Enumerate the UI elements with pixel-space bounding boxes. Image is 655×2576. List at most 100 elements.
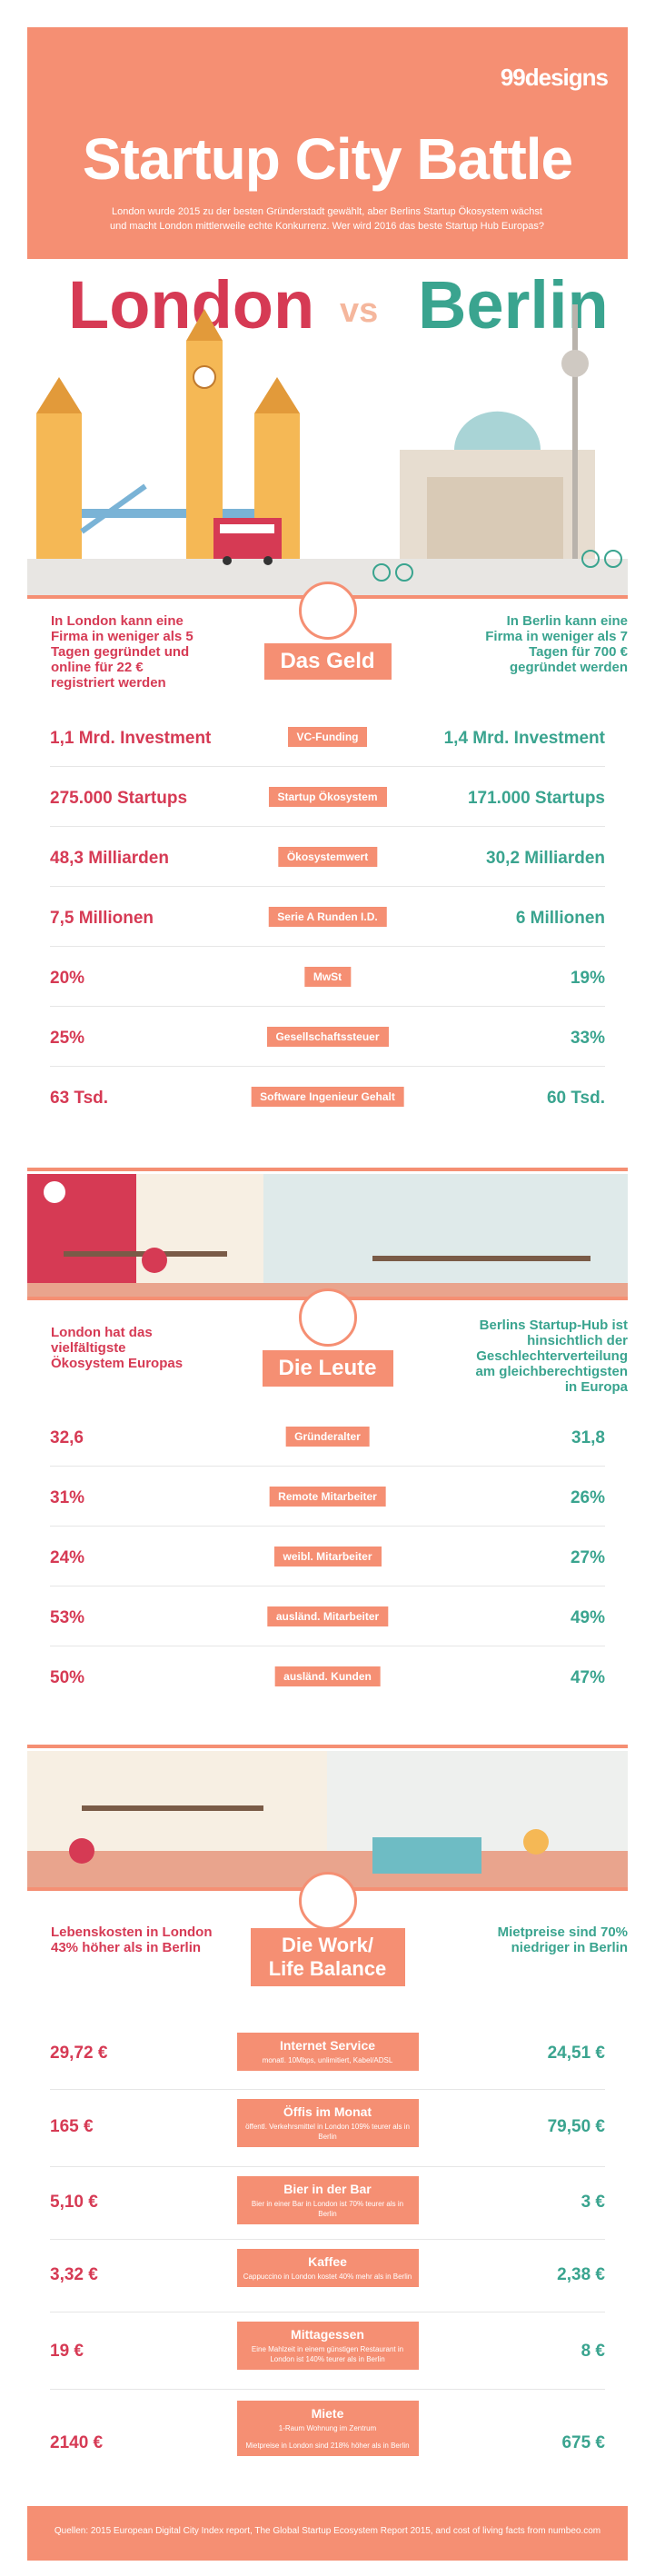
london-heading: London [68, 267, 315, 343]
london-value: 25% [50, 1029, 85, 1048]
intro-text: London wurde 2015 zu der besten Gründers… [110, 206, 544, 232]
row-label: Gesellschaftssteuer [266, 1027, 389, 1047]
table-row: 1,1 Mrd. Investment VC-Funding 1,4 Mrd. … [50, 707, 605, 767]
berlin-value: 171.000 Startups [467, 789, 605, 808]
table-row: 275.000 Startups Startup Ökosystem 171.0… [50, 767, 605, 827]
row-label: Öffis im Monat [283, 2104, 372, 2119]
page-title: Startup City Battle [82, 126, 573, 192]
work-right-lead: Mietpreise sind 70% niedriger in Berlin [497, 1925, 628, 1955]
london-value: 20% [50, 969, 85, 988]
row-sublabel: Eine Mahlzeit in einem günstigen Restaur… [251, 2345, 404, 2363]
berlin-value: 19% [570, 969, 605, 988]
table-row: 53% ausländ. Mitarbeiter 49% [50, 1586, 605, 1646]
table-row: 19 € Mittagessen Eine Mahlzeit in einem g… [50, 2312, 605, 2390]
people-icon [298, 1288, 357, 1347]
row-label: ausländ. Kunden [274, 1666, 381, 1686]
bike-icon [372, 563, 391, 582]
work-title-line-2: Life Balance [268, 1957, 387, 1980]
table-row: 31% Remote Mitarbeiter 26% [50, 1467, 605, 1527]
bus-icon [213, 518, 282, 565]
footer-sources: Quellen: 2015 European Digital City Inde… [27, 2506, 628, 2561]
reichstag-icon [400, 411, 595, 559]
berlin-value: 8 € [581, 2342, 605, 2361]
london-value: 63 Tsd. [50, 1089, 109, 1108]
row-label: Kaffee [308, 2254, 347, 2269]
table-row: 25% Gesellschaftssteuer 33% [50, 1007, 605, 1067]
london-value: 5,10 € [50, 2193, 98, 2212]
row-label: Ökosystemwert [277, 847, 378, 867]
table-row: 32,6 Gründeralter 31,8 [50, 1407, 605, 1467]
berlin-value: 27% [570, 1548, 605, 1567]
london-value: 2140 € [50, 2433, 104, 2452]
row-sublabel-2: Mietpreise in London sind 218% höher als… [245, 2442, 410, 2450]
table-row: 24% weibl. Mitarbeiter 27% [50, 1527, 605, 1586]
london-value: 165 € [50, 2117, 94, 2136]
table-row: 29,72 € Internet Service monatl. 10Mbps, … [50, 2022, 605, 2090]
berlin-value: 60 Tsd. [546, 1089, 605, 1108]
row-label-box: Mittagessen Eine Mahlzeit in einem günsti… [236, 2322, 419, 2370]
row-label: Internet Service [279, 2038, 376, 2053]
section-divider [27, 1168, 628, 1171]
london-value: 29,72 € [50, 2044, 108, 2063]
row-label: Software Ingenieur Gehalt [251, 1087, 404, 1107]
geld-title: Das Geld [263, 643, 392, 680]
row-sublabel: monatl. 10Mbps, unlimitiert, Kabel/ADSL [262, 2056, 393, 2064]
hero-illustration: London vs Berlin [27, 259, 628, 595]
table-row: 50% ausländ. Kunden 47% [50, 1646, 605, 1706]
row-label-box: Bier in der Bar Bier in einer Bar in Lond… [236, 2176, 419, 2224]
row-label: VC-Funding [287, 727, 368, 747]
cafe-illustration [27, 1751, 628, 1887]
row-label: Startup Ökosystem [268, 787, 387, 807]
work-title: Die Work/ Life Balance [250, 1928, 405, 1986]
berlin-value: 30,2 Milliarden [486, 849, 605, 868]
leute-left-lead: London hat das vielfältigste Ökosystem E… [51, 1325, 184, 1371]
table-row: 3,32 € Kaffee Cappuccino in London kostet… [50, 2240, 605, 2312]
row-sublabel: öffentl. Verkehrsmittel in London 109% t… [245, 2123, 410, 2141]
table-row: 2140 € Miete 1-Raum Wohnung im Zentrum Mie… [50, 2390, 605, 2494]
geld-left-lead: In London kann eine Firma in weniger als… [51, 613, 194, 691]
work-title-line-1: Die Work/ [281, 1934, 374, 1956]
cityscape-illustration [27, 304, 628, 595]
leute-right-lead: Berlins Startup-Hub ist hinsichtlich der… [475, 1318, 628, 1395]
london-value: 53% [50, 1608, 85, 1627]
london-value: 32,6 [50, 1428, 84, 1447]
berlin-value: 24,51 € [547, 2044, 605, 2063]
berlin-value: 47% [570, 1668, 605, 1687]
row-label: Miete [311, 2406, 344, 2421]
row-sublabel: Bier in einer Bar in London ist 70% teur… [251, 2200, 404, 2218]
row-label: Gründeralter [285, 1427, 370, 1447]
brand-logo[interactable]: 99designs [500, 64, 609, 91]
row-sublabel: 1-Raum Wohnung im Zentrum [278, 2424, 377, 2432]
tv-tower-icon [561, 304, 589, 559]
london-value: 48,3 Milliarden [50, 849, 169, 868]
row-label-box: Internet Service monatl. 10Mbps, unlimiti… [236, 2033, 419, 2071]
london-value: 7,5 Millionen [50, 909, 154, 928]
office-illustration [27, 1174, 628, 1297]
london-value: 1,1 Mrd. Investment [50, 729, 212, 748]
table-row: 48,3 Milliarden Ökosystemwert 30,2 Milli… [50, 827, 605, 887]
geld-right-lead: In Berlin kann eine Firma in weniger als… [485, 613, 628, 675]
table-row: 5,10 € Bier in der Bar Bier in einer Bar … [50, 2167, 605, 2240]
money-icon [298, 582, 357, 640]
clock-icon [44, 1181, 65, 1203]
bike-icon [581, 550, 600, 568]
row-label: ausländ. Mitarbeiter [266, 1606, 389, 1626]
row-label: Mittagessen [291, 2327, 364, 2342]
table-row: 165 € Öffis im Monat öffentl. Verkehrsmit… [50, 2090, 605, 2167]
table-row: 7,5 Millionen Serie A Runden I.D. 6 Mill… [50, 887, 605, 947]
berlin-value: 2,38 € [557, 2265, 605, 2284]
section-divider [27, 1745, 628, 1748]
work-left-lead: Lebenskosten in London 43% höher als in … [51, 1925, 213, 1955]
row-label-box: Öffis im Monat öffentl. Verkehrsmittel in… [236, 2099, 419, 2147]
london-value: 3,32 € [50, 2265, 98, 2284]
row-label-box: Kaffee Cappuccino in London kostet 40% me… [236, 2249, 419, 2287]
berlin-value: 6 Millionen [515, 909, 605, 928]
berlin-value: 26% [570, 1488, 605, 1507]
berlin-value: 675 € [561, 2433, 605, 2452]
row-sublabel: Cappuccino in London kostet 40% mehr als… [243, 2273, 412, 2281]
row-label-box: Miete 1-Raum Wohnung im Zentrum Mietpreise… [236, 2401, 419, 2456]
table-row: 20% MwSt 19% [50, 947, 605, 1007]
header-banner: 99designs Startup City Battle London wur… [27, 27, 628, 259]
coffee-cup-icon [298, 1872, 357, 1930]
